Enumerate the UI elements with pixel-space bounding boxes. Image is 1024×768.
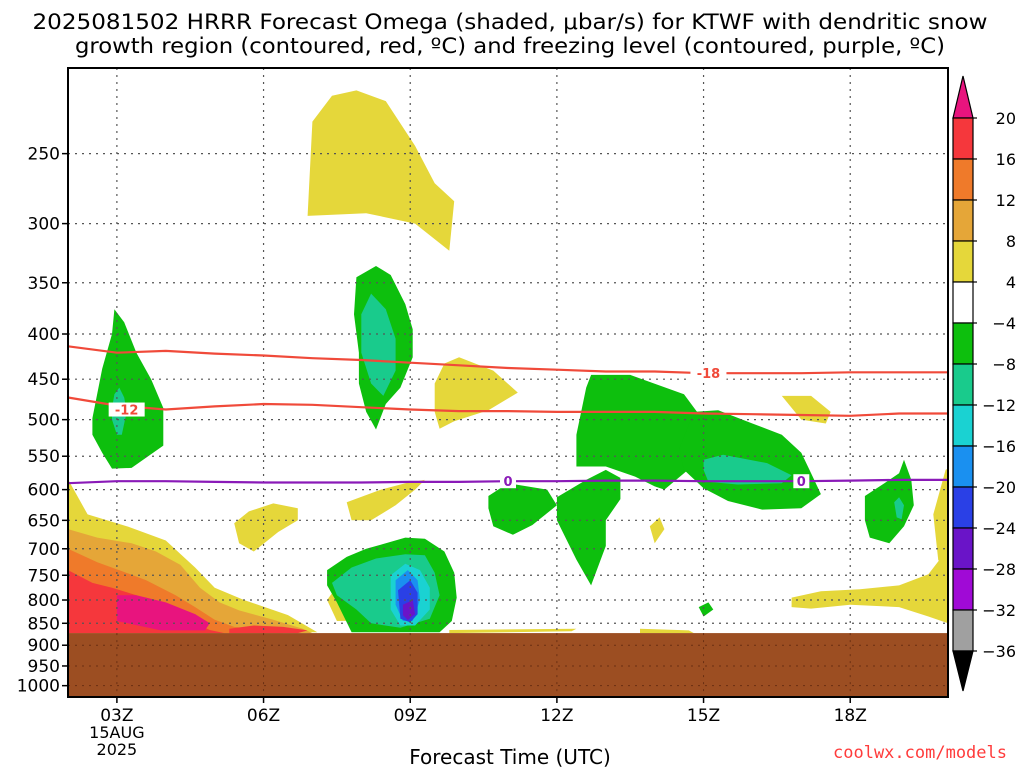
- omega-region: [791, 548, 948, 624]
- chart-title-line1: 2025081502 HRRR Forecast Omega (shaded, …: [33, 10, 988, 34]
- omega-region: [781, 395, 831, 424]
- colorbar-label: 12: [996, 191, 1016, 210]
- omega-region: [703, 454, 792, 485]
- omega-region: [92, 309, 164, 469]
- colorbar-swatch: [952, 445, 974, 488]
- colorbar-swatch: [952, 527, 974, 570]
- y-axis: 2503003504004505005506006507007508008509…: [17, 145, 68, 697]
- contour-label-bg: [793, 474, 810, 489]
- chart-title-line2: growth region (contoured, red, ºC) and f…: [75, 34, 945, 58]
- omega-region: [933, 468, 948, 581]
- colorbar-swatch: [952, 609, 974, 652]
- colorbar-swatch: [952, 199, 974, 242]
- colorbar-label: −8: [992, 355, 1016, 374]
- x-tick-label: 15Z: [687, 706, 720, 726]
- colorbar-swatch: [952, 117, 974, 160]
- contour-label: 0: [797, 475, 806, 490]
- y-tick-label: 400: [28, 325, 60, 345]
- x-tick-label: 06Z: [247, 706, 280, 726]
- contour-label: -12: [115, 404, 139, 419]
- colorbar-swatch: [952, 363, 974, 406]
- y-tick-label: 1000: [17, 677, 60, 697]
- colorbar-swatch: [952, 322, 974, 365]
- colorbar-label: −24: [982, 519, 1016, 538]
- x-tick-sublabel: 2025: [97, 740, 138, 759]
- y-tick-label: 600: [28, 481, 60, 501]
- colorbar: 20 16 12 8 4 −4 −8 −12 −16 −20 −24 −28 −32 −36: [952, 75, 1016, 692]
- contour-label-bg: [500, 474, 516, 489]
- colorbar-swatch: [952, 281, 974, 324]
- colorbar-label: −36: [982, 642, 1016, 661]
- x-tick-label: 03Z: [100, 706, 133, 726]
- omega-region: [640, 628, 694, 634]
- contour-label-bg: [690, 366, 727, 381]
- omega-region: [234, 503, 298, 552]
- y-tick-label: 700: [28, 540, 60, 560]
- colorbar-label: −12: [982, 396, 1016, 415]
- contour-layer: -12 -18 0 0: [67, 345, 948, 490]
- omega-region: [402, 600, 416, 621]
- colorbar-label: −16: [982, 437, 1016, 456]
- y-tick-label: 900: [28, 636, 60, 656]
- dgz-contour-line: [67, 345, 948, 375]
- colorbar-label: −20: [982, 478, 1016, 497]
- y-tick-label: 500: [28, 411, 60, 431]
- omega-region: [116, 595, 210, 631]
- colorbar-under-triangle: [952, 650, 974, 692]
- colorbar-label: 4: [1006, 273, 1016, 292]
- contour-label-bg: [108, 402, 145, 417]
- site-credit: coolwx.com/models: [833, 743, 1007, 763]
- omega-region: [894, 497, 904, 520]
- colorbar-label: −28: [982, 560, 1016, 579]
- colorbar-swatch: [952, 568, 974, 611]
- colorbar-label: −4: [992, 314, 1016, 333]
- y-tick-label: 550: [28, 447, 60, 467]
- y-tick-label: 650: [28, 511, 60, 531]
- x-tick-label: 18Z: [834, 706, 867, 726]
- y-tick-label: 300: [28, 215, 60, 235]
- y-tick-label: 950: [28, 657, 60, 677]
- terrain-layer: [68, 633, 948, 697]
- omega-region: [449, 628, 577, 634]
- colorbar-label: 16: [996, 150, 1016, 169]
- colorbar-label: 20: [996, 109, 1016, 128]
- omega-region: [649, 517, 665, 544]
- y-tick-label: 800: [28, 591, 60, 611]
- terrain-fill: [68, 633, 948, 697]
- omega-region: [556, 469, 621, 586]
- colorbar-swatch: [952, 404, 974, 447]
- omega-region: [229, 625, 308, 634]
- x-tick-label: 12Z: [540, 706, 573, 726]
- colorbar-label: 8: [1006, 232, 1016, 251]
- omega-region: [698, 602, 714, 617]
- colorbar-swatch: [952, 240, 974, 283]
- plot-border: [67, 67, 949, 698]
- colorbar-swatch: [952, 158, 974, 201]
- x-axis-title: Forecast Time (UTC): [409, 745, 611, 768]
- y-tick-label: 750: [28, 566, 60, 586]
- colorbar-label: −32: [982, 601, 1016, 620]
- omega-region: [576, 374, 709, 490]
- x-tick-label: 09Z: [394, 706, 427, 726]
- y-tick-label: 850: [28, 614, 60, 634]
- colorbar-swatch: [952, 486, 974, 529]
- omega-region: [361, 293, 396, 396]
- colorbar-over-triangle: [952, 75, 974, 119]
- y-tick-label: 250: [28, 145, 60, 165]
- contour-label: -18: [697, 367, 721, 382]
- dgz-contour-line: [67, 396, 948, 417]
- y-tick-label: 450: [28, 370, 60, 390]
- omega-region: [488, 483, 557, 535]
- omega-region: [307, 90, 455, 251]
- x-tick-sublabel: 15AUG: [89, 723, 144, 742]
- y-tick-label: 350: [28, 274, 60, 294]
- omega-shading-layer: [68, 68, 948, 697]
- plot-frame: [67, 67, 949, 698]
- contour-label: 0: [503, 475, 512, 490]
